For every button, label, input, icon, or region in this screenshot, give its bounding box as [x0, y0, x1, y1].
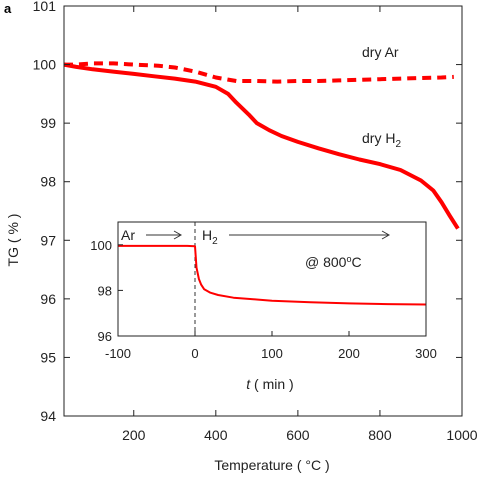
main-y-tick-label: 96	[40, 291, 56, 307]
arrow-ar-head	[173, 230, 183, 240]
inset-x-axis-var: t	[246, 376, 251, 392]
main-series-dry-h2-line	[63, 62, 460, 230]
main-y-tick-label: 95	[40, 349, 56, 365]
inset-x-tick-label: 100	[261, 346, 283, 361]
inset-y-tick-label: 98	[98, 283, 112, 298]
inset-plot: -100 0 100 200 300 96 98 100	[90, 221, 437, 361]
main-y-tick-label: 99	[40, 115, 56, 131]
arrow-h2-head	[381, 230, 391, 240]
main-frame	[63, 5, 463, 417]
main-x-tick-label: 800	[368, 427, 392, 443]
annotation-temp-sup: o	[346, 254, 351, 264]
inset-x-tick-label: 0	[191, 346, 198, 361]
inset-x-axis-title: t ( min )	[246, 376, 293, 392]
main-y-tick-label: 101	[33, 0, 57, 14]
main-x-tick-label: 600	[286, 427, 310, 443]
main-x-tick-label: 1000	[446, 427, 477, 443]
annotation-dry-h2-sub: 2	[395, 139, 401, 150]
y-axis-title: TG ( % )	[5, 214, 21, 267]
main-y-tick-label: 98	[40, 174, 56, 190]
panel-label: a	[4, 1, 12, 16]
main-y-tick-label: 100	[33, 57, 57, 73]
inset-y-tick-label: 100	[90, 238, 112, 253]
main-x-tick-label: 200	[122, 427, 146, 443]
inset-x-tick-label: -100	[105, 346, 131, 361]
main-y-tick-label: 97	[40, 232, 56, 248]
annotation-temp-suffix: C	[351, 254, 361, 270]
inset-x-tick-label: 200	[338, 346, 360, 361]
inset-background	[118, 222, 426, 336]
inset-y-tick-label: 96	[98, 329, 112, 344]
annotation-dry-h2: dry H2	[362, 130, 401, 150]
main-series-dry-ar-line	[64, 61, 454, 84]
annotation-h2-sub: 2	[212, 236, 218, 247]
annotation-temperature: @ 800oC	[305, 254, 362, 270]
annotation-h2-prefix: H	[202, 227, 212, 243]
inset-x-axis-rest: ( min )	[250, 376, 294, 392]
annotation-dry-ar: dry Ar	[362, 44, 399, 60]
inset-x-tick-label: 300	[415, 346, 437, 361]
inset-series-0-line	[118, 244, 427, 306]
annotation-temp-prefix: @ 800	[305, 254, 347, 270]
annotation-dry-h2-prefix: dry H	[362, 130, 395, 146]
annotation-h2: H2	[202, 227, 218, 247]
main-x-tick-label: 400	[204, 427, 228, 443]
annotation-ar: Ar	[121, 227, 135, 243]
x-axis-title: Temperature ( °C )	[214, 457, 329, 473]
main-y-tick-label: 94	[40, 408, 56, 424]
